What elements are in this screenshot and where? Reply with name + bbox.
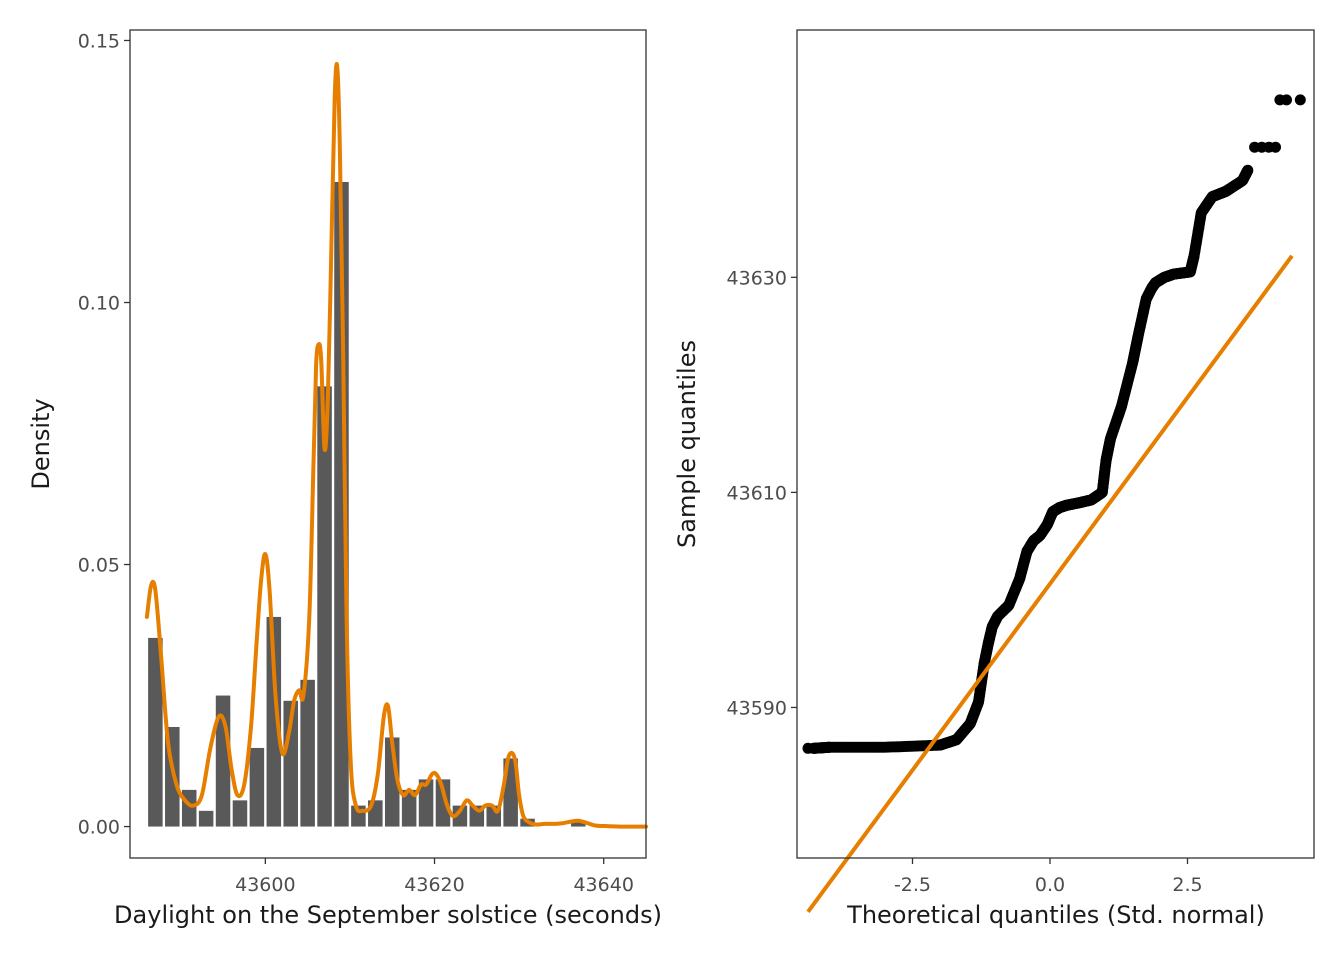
qq-x-axis-title: Theoretical quantiles (Std. normal) [846,901,1265,929]
histogram-y-axis-title: Density [27,398,55,489]
histogram-bar-17 [435,779,451,827]
qq-x-tick-label: 2.5 [1172,874,1202,896]
histogram-x-tick-label: 43600 [235,874,295,896]
histogram-bar-25 [571,821,586,827]
histogram-y-tick-label: 0.05 [78,555,120,577]
qq-y-tick-label: 43610 [727,482,787,504]
qq-points [802,94,1306,754]
histogram-bar-7 [266,616,282,827]
histogram-bar-18 [452,805,468,827]
histogram-x-tick-label: 43620 [404,874,464,896]
qq-x-tick-label: 0.0 [1035,874,1065,896]
qq-point-857 [1242,164,1254,176]
qq-point-865 [1294,94,1306,106]
histogram-y-axis: 0.00 0.05 0.10 0.15 [78,30,130,839]
histogram-y-tick-label: 0.00 [78,817,120,839]
qq-y-axis-title: Sample quantiles [673,340,701,548]
histogram-x-axis-title: Daylight on the September solstice (seco… [114,901,662,929]
histogram-x-tick-label: 43640 [573,874,633,896]
histogram-bar-5 [232,800,248,827]
qq-reference-line [806,254,1294,913]
qq-x-tick-label: -2.5 [894,874,931,896]
qq-point-862 [1270,141,1281,153]
histogram-bar-11 [334,181,349,827]
histogram-y-tick-label: 0.10 [78,293,120,315]
qq-y-axis: 43590 43610 43630 [727,267,797,719]
histogram-bar-15 [401,789,417,827]
histogram-bar-6 [249,747,265,827]
histogram-panel: 0.00 0.05 0.10 0.15 43600 43620 43640 Dayligh… [27,29,662,929]
histogram-x-axis: 43600 43620 43640 [235,858,634,896]
histogram-panel-border [129,29,647,859]
qq-point-858 [802,742,814,754]
histogram-bar-16 [418,779,434,827]
histogram-bar-10 [317,386,332,827]
histogram-bar-9 [300,679,315,827]
qq-y-tick-label: 43630 [727,267,787,289]
histogram-bar-0 [148,637,163,827]
histogram-y-tick-label: 0.15 [78,30,120,52]
qq-panel-border [796,29,1315,859]
qq-panel: 43590 43610 43630 -2.5 0.0 2.5 Theoretical q… [673,29,1315,929]
qq-point-864 [1281,94,1292,106]
histogram-bar-3 [198,810,214,827]
qq-x-axis: -2.5 0.0 2.5 [894,858,1203,896]
density-curve [144,61,648,829]
qq-y-tick-label: 43590 [727,697,787,719]
histogram-bar-2 [181,789,197,827]
